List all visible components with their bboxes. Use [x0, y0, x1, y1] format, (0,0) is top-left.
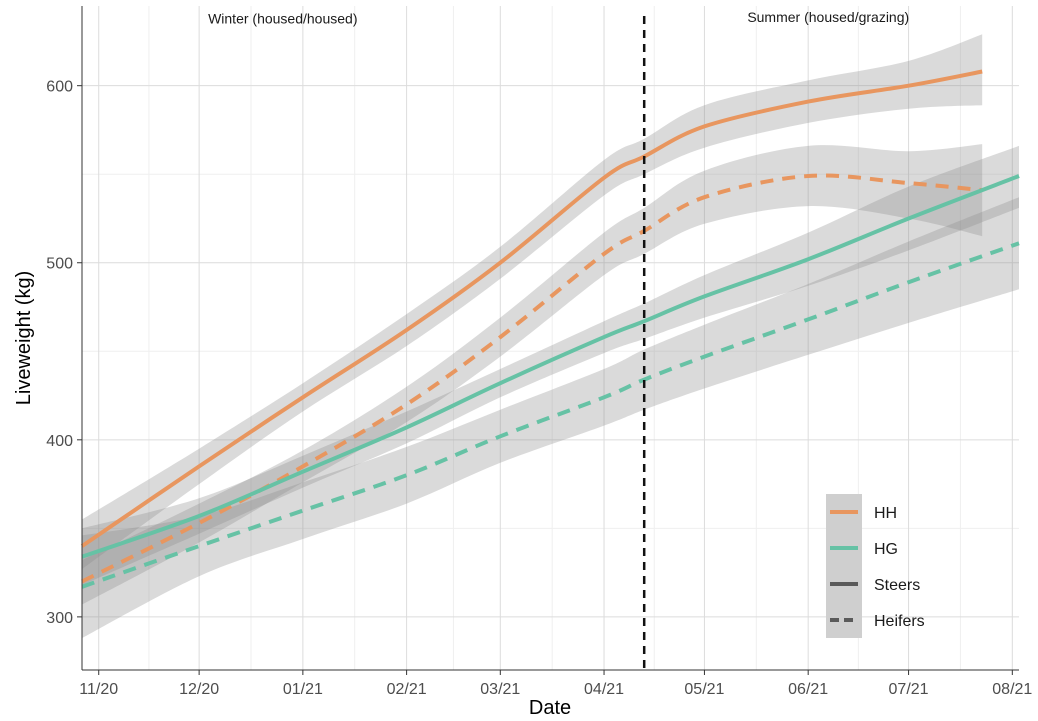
y-tick-label: 300 [46, 610, 73, 627]
series-line-hg-heifers [81, 241, 1020, 589]
x-tick-label: 03/21 [480, 681, 520, 698]
x-tick-label: 01/21 [283, 681, 323, 698]
winter-annotation: Winter (housed/housed) [208, 11, 357, 27]
x-axis-ticks: 11/20 12/20 01/21 02/21 03/21 04/21 05/21 06/21… [79, 670, 1032, 698]
annotations: Winter (housed/housed) Summer (housed/gra… [208, 9, 909, 27]
x-tick-label: 05/21 [684, 681, 724, 698]
series-line-hh-heifers [81, 173, 983, 584]
y-tick-label: 600 [46, 79, 73, 96]
series-line-hh-steers [80, 69, 983, 548]
x-tick-label: 08/21 [992, 681, 1032, 698]
y-tick-label: 400 [46, 433, 73, 450]
x-axis-title: Date [529, 697, 571, 719]
y-tick-label: 500 [46, 256, 73, 273]
legend-label-steers: Steers [874, 577, 920, 594]
legend-label-hg: HG [874, 541, 898, 558]
confidence-band-hh-heifers [82, 144, 983, 605]
confidence-band-hg-steers [82, 145, 1019, 585]
y-axis-title: Liveweight (kg) [13, 271, 35, 406]
summer-annotation: Summer (housed/grazing) [747, 9, 909, 25]
legend: HH HG Steers Heifers [826, 494, 925, 638]
x-tick-label: 12/20 [179, 681, 219, 698]
plot-panel [82, 6, 1019, 670]
x-tick-label: 11/20 [79, 681, 118, 698]
x-tick-label: 07/21 [889, 681, 929, 698]
y-axis-ticks: 300 400 500 600 [46, 79, 82, 627]
legend-label-heifers: Heifers [874, 613, 925, 630]
legend-label-hh: HH [874, 505, 897, 522]
series-line-hg-steers [81, 174, 1020, 559]
series-lines [80, 69, 1020, 589]
x-tick-label: 04/21 [584, 681, 624, 698]
confidence-band-hg-heifers [82, 197, 1019, 639]
x-tick-label: 06/21 [788, 681, 828, 698]
legend-key-background [826, 494, 862, 638]
x-tick-label: 02/21 [387, 681, 427, 698]
